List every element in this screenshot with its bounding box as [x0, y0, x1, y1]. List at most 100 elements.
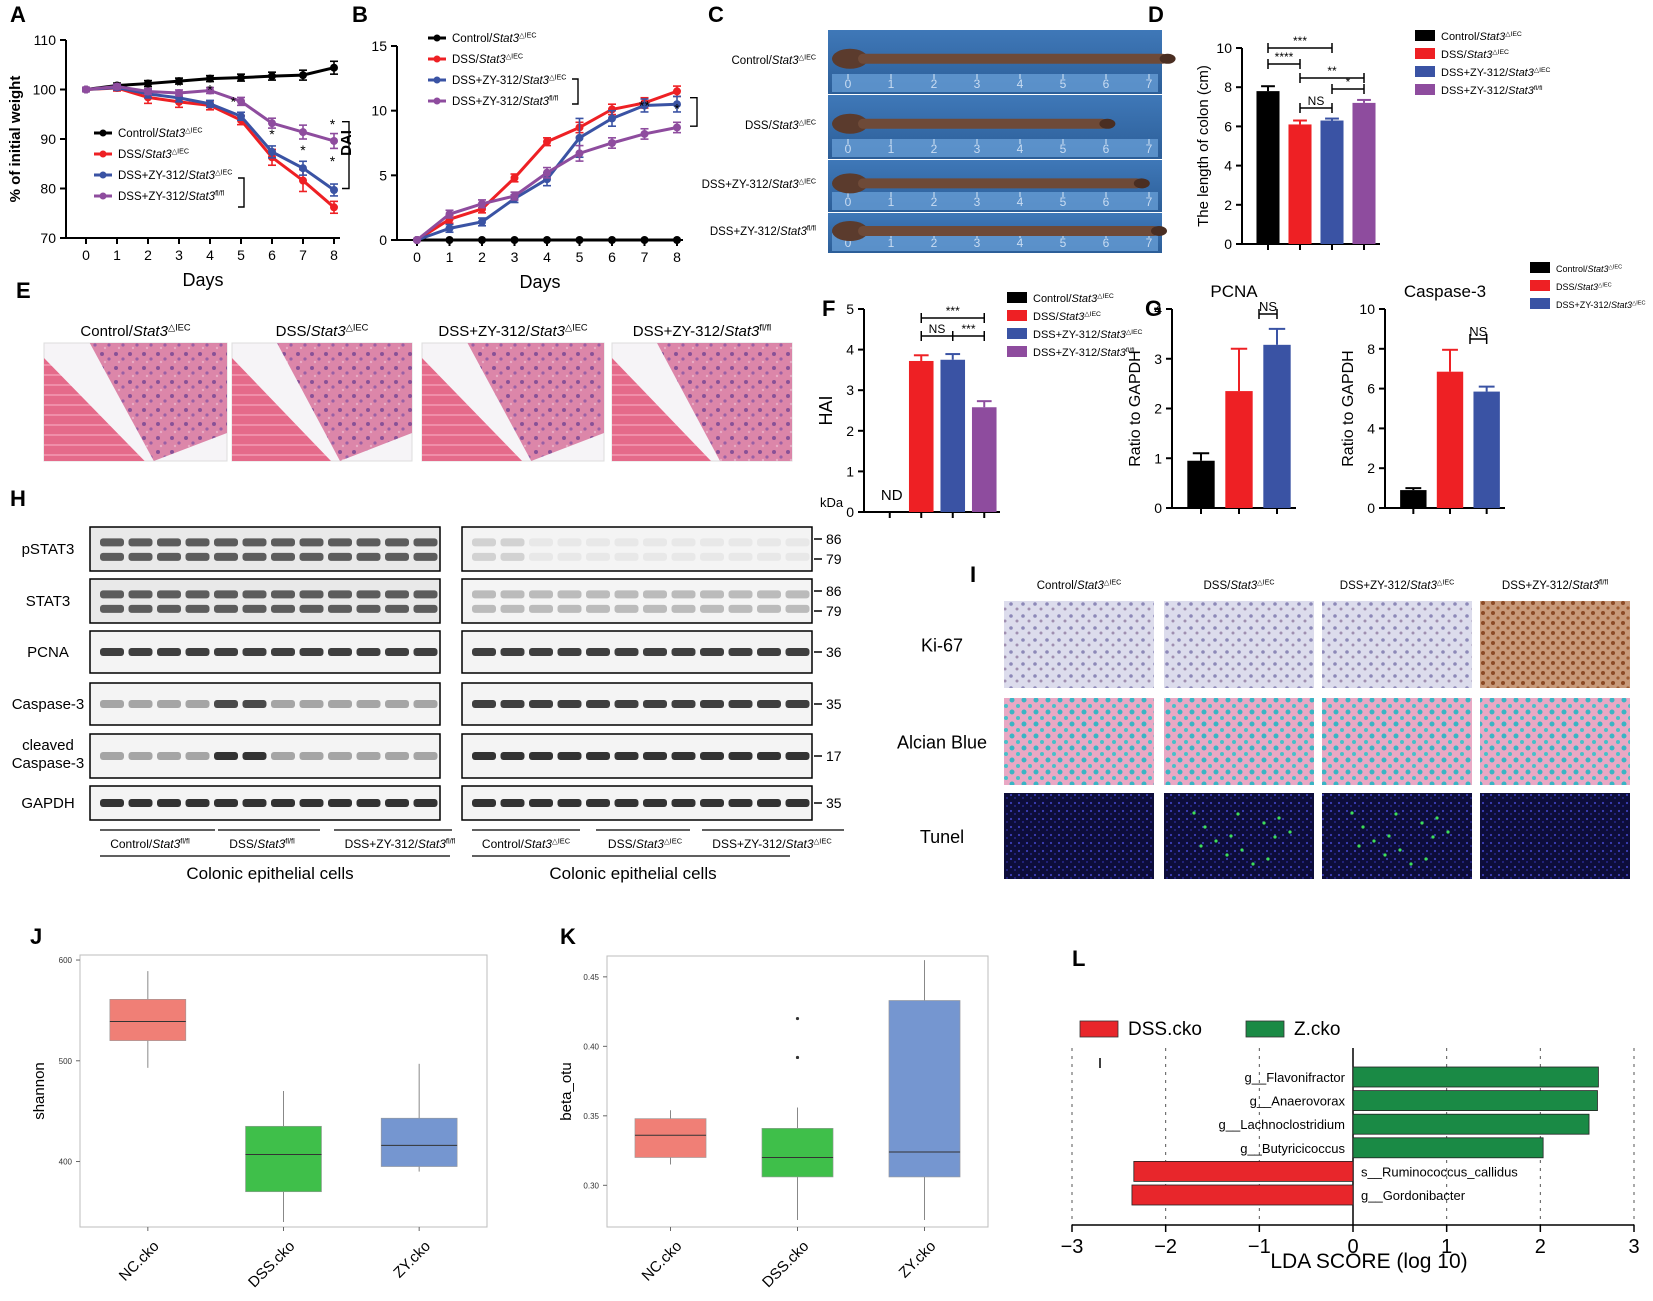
blot-caption: Colonic epithelial cells	[549, 864, 716, 883]
taxon-label: g__Lachnoclostridium	[1219, 1117, 1345, 1132]
blot-band	[157, 590, 181, 599]
blot-band	[299, 700, 324, 708]
x-tick-label: 2	[1535, 1236, 1546, 1258]
blot-band	[728, 700, 753, 708]
group-label-prefix: DSS/	[1033, 311, 1060, 323]
lda-bar	[1352, 1090, 1598, 1111]
ruler-number: 2	[931, 77, 938, 91]
data-point	[673, 236, 681, 244]
colon-label: DSS+ZY-312/Stat3fl/fl	[710, 225, 817, 238]
group-label-prefix: DSS/	[1203, 580, 1231, 592]
panel-e-histology: Control/Stat3△IEC DSS/Stat3△IEC DSS+ZY-312…	[43, 322, 793, 462]
blot-band	[586, 799, 610, 807]
group-label-genotype: △IEC	[346, 322, 369, 332]
staining-column-label: DSS+ZY-312/Stat3△IEC	[1340, 579, 1454, 592]
kda-label: 79	[826, 603, 842, 619]
blot-band	[472, 799, 496, 807]
blot-row-label: pSTAT3	[22, 541, 75, 558]
blot-band	[185, 590, 210, 599]
blot-band	[614, 552, 639, 561]
legend-label: DSS+ZY-312/Stat3△IEC	[118, 169, 232, 182]
blot-band	[299, 538, 324, 547]
blot-band	[328, 648, 352, 656]
blot-band	[586, 752, 610, 760]
blot-band	[271, 604, 295, 613]
data-point	[113, 82, 121, 91]
blot-band	[671, 590, 696, 599]
significance-mark: *	[330, 116, 336, 132]
blot-band	[700, 700, 724, 708]
legend-swatch	[1415, 30, 1435, 41]
data-point	[299, 71, 307, 80]
blot-band	[214, 590, 238, 599]
x-tick-label: 4	[206, 247, 214, 263]
colon-label: DSS+ZY-312/Stat3△IEC	[702, 178, 816, 191]
blot-band	[728, 648, 753, 656]
group-label-prefix: DSS+ZY-312/	[1502, 580, 1573, 592]
blot-band	[472, 648, 496, 656]
group-label-gene: Stat3	[1059, 311, 1086, 323]
x-tick-label: NC.cko	[639, 1238, 686, 1285]
staining-image	[1322, 698, 1472, 785]
legend-label: Control/Stat3△IEC	[452, 32, 537, 45]
ruler-number: 4	[1017, 142, 1024, 156]
blot-band	[157, 538, 181, 547]
blot-band	[671, 752, 696, 760]
outlier-point	[795, 1016, 800, 1021]
group-label-genotype: fl/fl	[1534, 85, 1543, 92]
group-label-genotype: △IEC	[1126, 329, 1143, 336]
legend-label: Control/Stat3△IEC	[118, 127, 203, 140]
ruler-number: 1	[888, 77, 895, 91]
data-point	[175, 88, 183, 97]
y-axis-label: Ratio to GAPDH	[1127, 350, 1144, 466]
ruler-number: 7	[1146, 236, 1153, 250]
legend-label: DSS+ZY-312/Stat3fl/fl	[452, 95, 559, 108]
y-tick-label: 0	[1224, 236, 1232, 252]
x-tick-label: 6	[608, 249, 616, 265]
blot-band	[185, 552, 210, 561]
blot-band	[356, 752, 381, 760]
group-label-prefix: DSS/	[118, 149, 146, 161]
tunel-positive-cell	[1262, 821, 1266, 825]
y-tick-label: 80	[40, 181, 56, 197]
blot-band	[356, 648, 381, 656]
box	[761, 1128, 834, 1178]
group-label-genotype: △IEC	[799, 54, 816, 62]
blot-band	[328, 538, 352, 547]
group-label-prefix: DSS/	[745, 120, 773, 132]
significance-label: **	[1327, 64, 1337, 78]
bar	[940, 359, 966, 512]
data-point	[330, 136, 338, 145]
group-label-prefix: DSS/	[1441, 49, 1468, 61]
blot-band	[728, 538, 753, 547]
blot-group-label: DSS+ZY-312/Stat3△IEC	[712, 836, 832, 851]
group-label-prefix: Control/	[1441, 31, 1480, 43]
group-label-prefix: DSS+ZY-312/	[702, 179, 773, 191]
legend-marker	[99, 171, 107, 179]
group-label-genotype: △IEC	[814, 836, 833, 845]
data-point	[445, 210, 454, 219]
tunel-positive-cell	[1394, 812, 1398, 816]
group-label-gene: Stat3	[522, 96, 549, 108]
blot-band	[385, 752, 409, 760]
x-tick-label: 4	[543, 249, 551, 265]
legend-marker	[433, 97, 441, 105]
data-point	[445, 224, 454, 233]
data-point	[608, 139, 616, 147]
panel-letter-a: A	[10, 2, 26, 27]
kda-label: 35	[826, 696, 842, 712]
ruler-number: 5	[1060, 195, 1067, 209]
mucosa-layer	[277, 343, 412, 461]
blot-band	[557, 552, 582, 561]
group-label-prefix: DSS+ZY-312/	[1033, 347, 1101, 359]
legend-swatch	[1245, 1020, 1285, 1038]
data-point	[237, 97, 245, 106]
y-tick-label: 0	[1154, 500, 1162, 516]
legend-label: Control/Stat3△IEC	[1033, 293, 1114, 305]
ruler-number: 3	[974, 142, 981, 156]
blot-band	[299, 590, 324, 599]
group-label-gene: Stat3	[1467, 49, 1494, 61]
ruler-strip	[832, 139, 1158, 157]
legend-swatch	[1415, 48, 1435, 59]
data-point	[575, 236, 584, 244]
